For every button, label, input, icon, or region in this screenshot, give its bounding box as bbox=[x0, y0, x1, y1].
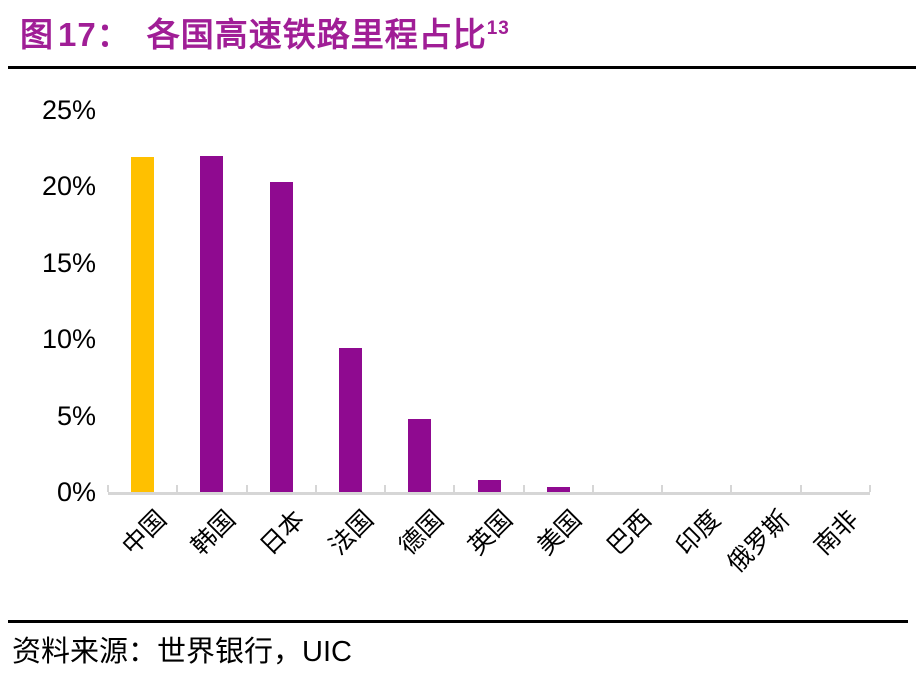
x-tick-label-russia: 俄罗斯 bbox=[723, 506, 796, 579]
x-tick-label-south-korea: 韩国 bbox=[186, 506, 241, 561]
source-label: 资料来源： bbox=[12, 636, 158, 668]
axis-tick bbox=[176, 485, 179, 492]
axis-tick bbox=[384, 485, 387, 492]
axis-tick bbox=[314, 485, 317, 492]
figure-number: 17： bbox=[58, 16, 131, 53]
title-divider bbox=[8, 66, 916, 69]
y-tick-label: 10% bbox=[41, 324, 96, 355]
x-tick-label-usa: 美国 bbox=[532, 506, 588, 561]
axis-tick bbox=[799, 485, 802, 492]
y-axis-labels: 0% 5% 10% 15% 20% 25% bbox=[0, 95, 96, 507]
figure-title: 图 17： 各国高速铁路里程占比13 bbox=[20, 8, 510, 56]
axis-tick bbox=[245, 485, 248, 492]
axis-tick bbox=[869, 485, 871, 492]
footer-divider bbox=[8, 620, 908, 623]
x-tick-label-china: 中国 bbox=[117, 506, 172, 561]
axis-tick bbox=[453, 485, 456, 492]
plot-area bbox=[107, 110, 871, 495]
bar-usa bbox=[546, 487, 570, 492]
source-line: 资料来源：世界银行，UIC bbox=[12, 628, 352, 670]
x-tick-label-south-africa: 南非 bbox=[809, 506, 865, 561]
y-tick-label: 25% bbox=[41, 95, 96, 125]
figure-title-text: 各国高速铁路里程占比 bbox=[146, 18, 487, 54]
figure-footnote-ref: 13 bbox=[486, 18, 510, 39]
bar-france bbox=[338, 348, 362, 492]
x-axis-line bbox=[108, 492, 870, 495]
y-tick-label: 20% bbox=[41, 171, 96, 202]
bar-germany bbox=[408, 418, 432, 492]
bar-japan bbox=[269, 181, 293, 492]
figure-word: 图 bbox=[20, 18, 54, 54]
x-tick-label-france: 法国 bbox=[325, 506, 380, 561]
y-tick-label: 0% bbox=[56, 477, 96, 507]
x-tick-label-japan: 日本 bbox=[255, 506, 311, 561]
y-tick-label: 5% bbox=[56, 400, 96, 431]
axis-tick bbox=[661, 485, 664, 492]
x-tick-label-brazil: 巴西 bbox=[602, 506, 657, 561]
axis-tick bbox=[522, 485, 525, 492]
axis-tick bbox=[107, 485, 109, 492]
x-tick-label-india: 印度 bbox=[671, 506, 726, 561]
bar-china bbox=[131, 157, 155, 492]
source-body: 世界银行， bbox=[157, 636, 303, 668]
x-tick-label-uk: 英国 bbox=[463, 506, 519, 561]
axis-tick bbox=[730, 485, 733, 492]
x-tick-label-germany: 德国 bbox=[394, 506, 449, 561]
bar-south-korea bbox=[200, 155, 224, 492]
y-tick-label: 15% bbox=[41, 247, 96, 278]
bar-uk bbox=[477, 479, 501, 492]
source-suffix: UIC bbox=[302, 636, 352, 668]
axis-tick bbox=[591, 485, 594, 492]
